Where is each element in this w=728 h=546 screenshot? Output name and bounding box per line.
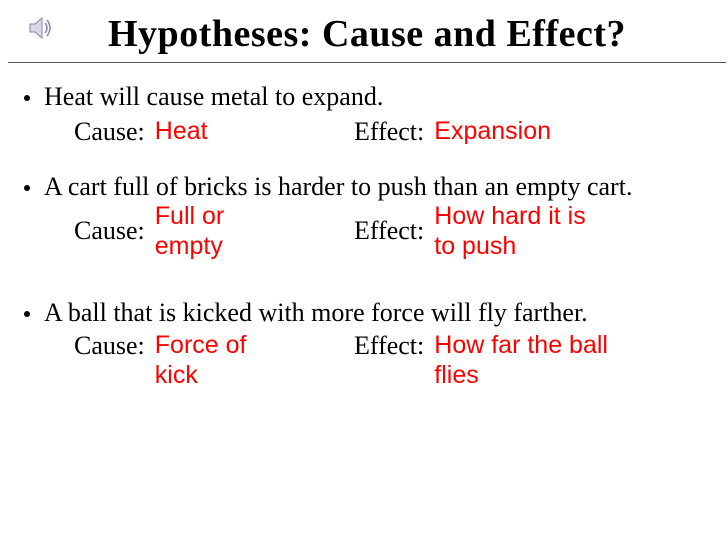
cause-answer: Force of kick (155, 330, 285, 390)
speaker-icon (26, 14, 54, 47)
effect-label: Effect: (354, 116, 424, 147)
cause-label: Cause: (74, 116, 145, 147)
hypothesis-statement: Heat will cause metal to expand. (44, 81, 708, 114)
cause-label: Cause: (74, 330, 145, 361)
effect-label: Effect: (354, 215, 424, 246)
effect-answer: Expansion (434, 116, 551, 146)
cause-answer: Heat (155, 116, 208, 146)
hypothesis-statement: A cart full of bricks is harder to push … (44, 171, 708, 204)
effect-answer: How hard it is to push (434, 201, 604, 261)
bullet-icon (24, 95, 30, 101)
effect-label: Effect: (354, 330, 424, 361)
bullet-icon (24, 311, 30, 317)
hypothesis-statement: A ball that is kicked with more force wi… (44, 297, 708, 330)
content-area: Heat will cause metal to expand. Cause: … (0, 63, 728, 390)
hypothesis-item: Heat will cause metal to expand. Cause: … (24, 81, 708, 147)
cause-label: Cause: (74, 215, 145, 246)
hypothesis-item: A cart full of bricks is harder to push … (24, 171, 708, 262)
page-title: Hypotheses: Cause and Effect? (8, 0, 726, 62)
cause-answer: Full or empty (155, 201, 285, 261)
hypothesis-item: A ball that is kicked with more force wi… (24, 297, 708, 390)
effect-answer: How far the ball flies (434, 330, 614, 390)
bullet-icon (24, 185, 30, 191)
